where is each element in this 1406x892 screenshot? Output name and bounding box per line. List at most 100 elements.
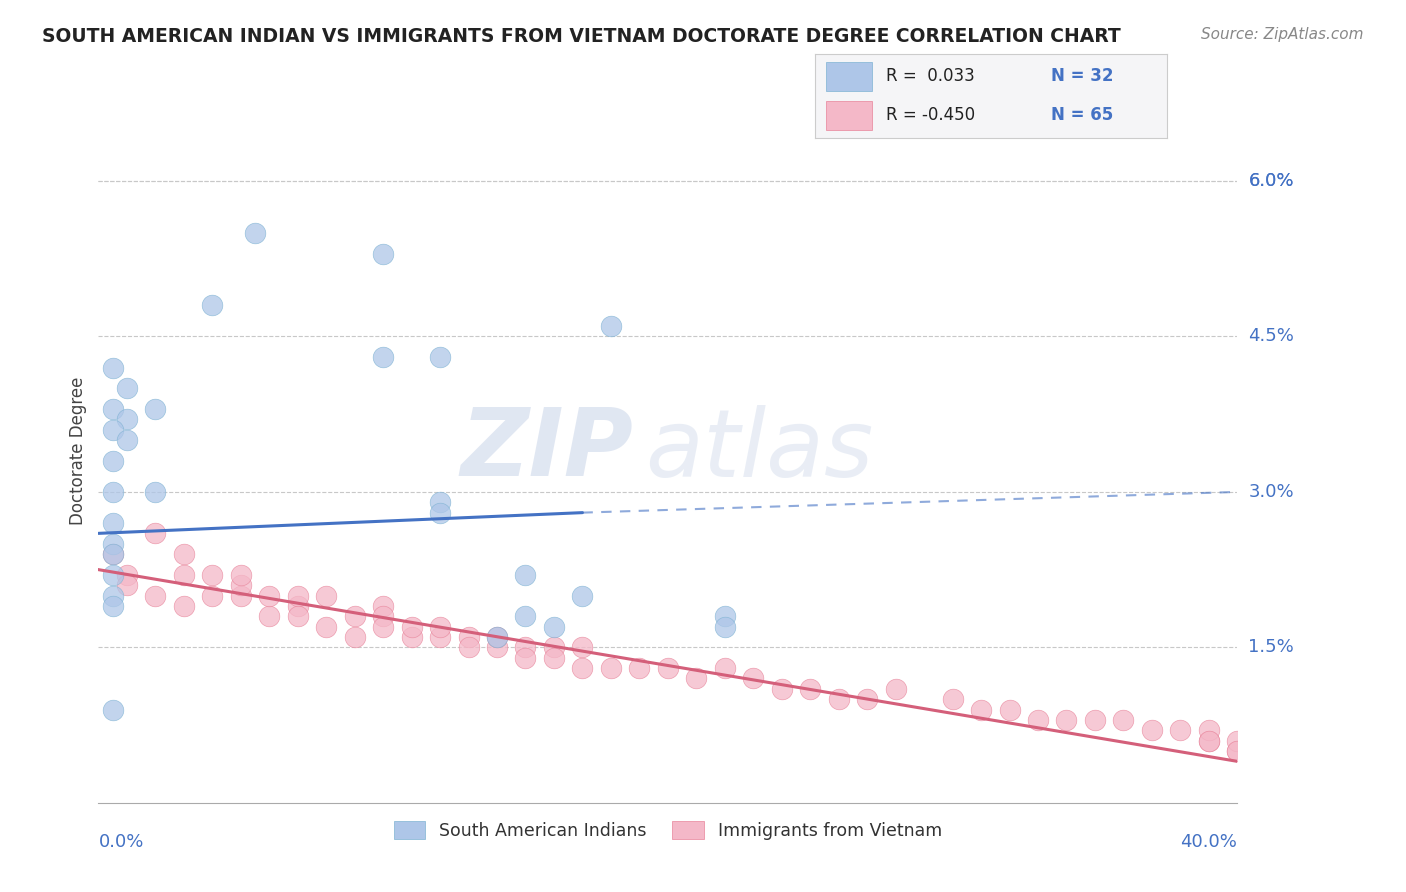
Point — [145, 526, 167, 541]
Point — [173, 547, 195, 561]
Point — [201, 298, 224, 312]
Point — [429, 630, 451, 644]
Point — [429, 506, 451, 520]
Point — [373, 619, 395, 633]
Y-axis label: Doctorate Degree: Doctorate Degree — [69, 376, 87, 524]
Point — [101, 484, 124, 499]
Point — [401, 630, 423, 644]
Point — [515, 640, 537, 655]
Point — [714, 661, 737, 675]
Text: 0.0%: 0.0% — [98, 833, 143, 851]
Point — [1140, 723, 1163, 738]
Text: R = -0.450: R = -0.450 — [886, 106, 974, 124]
Point — [457, 640, 479, 655]
Point — [287, 599, 309, 613]
Point — [115, 433, 138, 447]
Point — [401, 619, 423, 633]
Point — [101, 454, 124, 468]
Point — [287, 609, 309, 624]
Point — [101, 516, 124, 530]
Point — [543, 640, 565, 655]
Point — [145, 402, 167, 417]
Point — [600, 661, 623, 675]
Point — [115, 381, 138, 395]
Point — [115, 578, 138, 592]
Text: N = 65: N = 65 — [1050, 106, 1114, 124]
Point — [101, 567, 124, 582]
Text: 3.0%: 3.0% — [1249, 483, 1294, 501]
Point — [429, 495, 451, 509]
Point — [101, 360, 124, 375]
Point — [429, 619, 451, 633]
Point — [1198, 733, 1220, 747]
Text: R =  0.033: R = 0.033 — [886, 68, 974, 86]
Point — [515, 650, 537, 665]
Point — [1084, 713, 1107, 727]
Text: SOUTH AMERICAN INDIAN VS IMMIGRANTS FROM VIETNAM DOCTORATE DEGREE CORRELATION CH: SOUTH AMERICAN INDIAN VS IMMIGRANTS FROM… — [42, 27, 1121, 45]
Point — [571, 640, 593, 655]
Point — [1198, 723, 1220, 738]
Point — [714, 619, 737, 633]
Text: atlas: atlas — [645, 405, 873, 496]
Point — [1112, 713, 1135, 727]
Point — [145, 589, 167, 603]
Point — [657, 661, 679, 675]
Point — [486, 630, 509, 644]
Point — [457, 630, 479, 644]
FancyBboxPatch shape — [825, 62, 872, 91]
Point — [101, 547, 124, 561]
Point — [600, 319, 623, 334]
Point — [628, 661, 651, 675]
Point — [828, 692, 851, 706]
Text: ZIP: ZIP — [461, 404, 634, 497]
Point — [101, 423, 124, 437]
Point — [243, 226, 266, 240]
Point — [373, 246, 395, 260]
Point — [201, 589, 224, 603]
Point — [173, 599, 195, 613]
Point — [1026, 713, 1049, 727]
Point — [373, 350, 395, 364]
Point — [942, 692, 965, 706]
Point — [259, 609, 281, 624]
Point — [856, 692, 879, 706]
Legend: South American Indians, Immigrants from Vietnam: South American Indians, Immigrants from … — [387, 814, 949, 847]
Point — [101, 599, 124, 613]
Text: 1.5%: 1.5% — [1249, 639, 1294, 657]
Point — [101, 547, 124, 561]
Point — [1226, 733, 1249, 747]
Point — [101, 589, 124, 603]
Text: 40.0%: 40.0% — [1181, 833, 1237, 851]
Point — [685, 672, 707, 686]
Point — [970, 702, 993, 716]
Point — [315, 619, 337, 633]
Point — [229, 589, 252, 603]
Point — [486, 640, 509, 655]
Point — [1198, 733, 1220, 747]
Point — [373, 599, 395, 613]
Point — [101, 537, 124, 551]
Text: Source: ZipAtlas.com: Source: ZipAtlas.com — [1201, 27, 1364, 42]
Point — [742, 672, 765, 686]
FancyBboxPatch shape — [825, 101, 872, 130]
Point — [543, 650, 565, 665]
Point — [343, 609, 366, 624]
Point — [173, 567, 195, 582]
Point — [145, 484, 167, 499]
Text: N = 32: N = 32 — [1050, 68, 1114, 86]
Point — [373, 609, 395, 624]
Point — [770, 681, 793, 696]
Point — [1056, 713, 1078, 727]
Point — [101, 702, 124, 716]
Point — [1226, 744, 1249, 758]
Point — [998, 702, 1021, 716]
Point — [229, 578, 252, 592]
Point — [515, 567, 537, 582]
Point — [543, 619, 565, 633]
Text: 4.5%: 4.5% — [1249, 327, 1295, 345]
Point — [486, 630, 509, 644]
Point — [1226, 744, 1249, 758]
Point — [343, 630, 366, 644]
Text: 6.0%: 6.0% — [1249, 172, 1294, 190]
Point — [884, 681, 907, 696]
